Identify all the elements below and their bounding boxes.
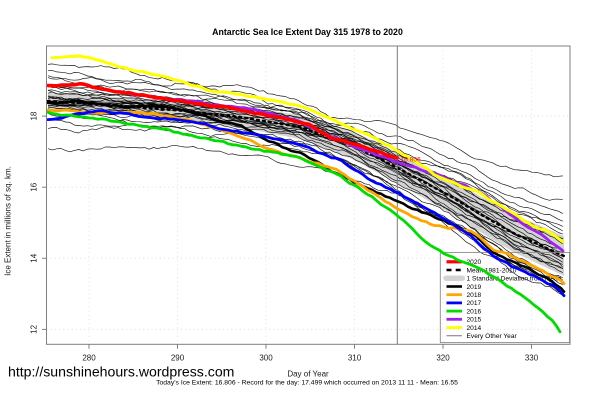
svg-text:1 Standard Deviation from Mean: 1 Standard Deviation from Mean — [467, 276, 562, 283]
svg-text:Antarctic Sea Ice Extent Day 3: Antarctic Sea Ice Extent Day 315 1978 to… — [212, 27, 403, 37]
svg-text:2014: 2014 — [467, 325, 482, 332]
svg-text:2017: 2017 — [467, 300, 482, 307]
svg-text:330: 330 — [525, 354, 539, 363]
svg-text:Today's Ice Extent: 16.806 -: Today's Ice Extent: 16.806 - Record for … — [156, 380, 458, 387]
svg-text:2020: 2020 — [467, 259, 482, 266]
svg-text:2018: 2018 — [467, 292, 482, 299]
svg-text:310: 310 — [348, 354, 362, 363]
svg-text:320: 320 — [436, 354, 450, 363]
svg-text:2019: 2019 — [467, 284, 482, 291]
svg-text:Mean 1981-2010: Mean 1981-2010 — [467, 267, 517, 274]
svg-text:2015: 2015 — [467, 317, 482, 324]
svg-text:16.806: 16.806 — [401, 157, 422, 164]
svg-text:http://sunshinehours.wordpress: http://sunshinehours.wordpress.com — [8, 364, 234, 380]
svg-text:16: 16 — [30, 182, 39, 191]
svg-text:12: 12 — [30, 324, 39, 333]
svg-text:2016: 2016 — [467, 308, 482, 315]
svg-text:Every Other Year: Every Other Year — [467, 333, 518, 340]
svg-text:Day of Year: Day of Year — [287, 370, 329, 379]
svg-text:300: 300 — [259, 354, 273, 363]
svg-text:280: 280 — [82, 354, 96, 363]
svg-text:18: 18 — [30, 111, 39, 120]
svg-text:290: 290 — [171, 354, 185, 363]
svg-text:14: 14 — [30, 253, 39, 262]
svg-text:Ice Extent in millions of sq.: Ice Extent in millions of sq. km. — [4, 166, 13, 276]
